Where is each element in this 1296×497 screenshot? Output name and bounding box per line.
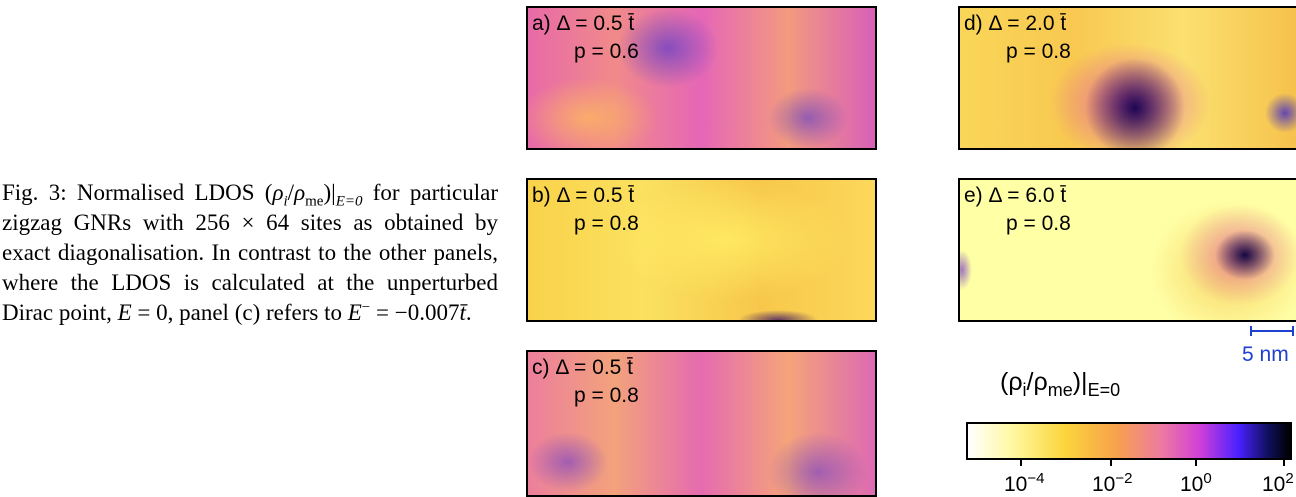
text: E=0 <box>335 193 363 210</box>
colorbar-tick-label: 100 <box>1180 470 1212 497</box>
panel-p: p = 0.8 <box>1006 212 1071 235</box>
text: e) <box>964 184 983 207</box>
text: . <box>465 300 472 325</box>
text: )| <box>1072 368 1088 396</box>
text: 10 <box>1004 473 1028 496</box>
text: t̄ <box>459 300 466 325</box>
panel-label: e) Δ = 6.0 t̄ <box>964 184 1066 208</box>
colorbar-tick <box>1020 458 1022 466</box>
colorbar-title: (ρi/ρme)|E=0 <box>1000 368 1120 401</box>
text: 10 <box>1092 473 1116 496</box>
colorbar-tick <box>1283 458 1285 466</box>
text: = −0.007 <box>370 300 460 325</box>
panel-p: p = 0.6 <box>574 40 639 63</box>
caption: Fig. 3: Normalised LDOS (ρi/ρme)|E=0 for… <box>2 178 498 328</box>
text: for particular zigzag GNRs with 256 × 64… <box>2 180 498 325</box>
ldos-panel: a) Δ = 0.5 t̄ p = 0.6 <box>526 6 877 150</box>
text: / <box>287 180 295 205</box>
colorbar-tick-label: 102 <box>1262 470 1294 497</box>
ldos-panel: e) Δ = 6.0 t̄ p = 0.8 <box>958 178 1296 322</box>
text: ρ <box>294 180 306 205</box>
text: i <box>1022 380 1027 400</box>
text: Δ = 6.0 t̄ <box>988 184 1067 207</box>
colorbar <box>966 422 1292 460</box>
colorbar-tick-label: 10−4 <box>1004 470 1044 497</box>
text: d) <box>964 12 983 35</box>
text: 10 <box>1180 473 1204 496</box>
text: E <box>347 300 362 325</box>
text: (ρ <box>1000 368 1023 396</box>
text: Δ = 2.0 t̄ <box>988 12 1067 35</box>
text: −2 <box>1115 470 1133 487</box>
text: E <box>117 300 132 325</box>
text: c) <box>532 356 550 379</box>
scale-bar <box>1250 326 1294 336</box>
text: /ρ <box>1026 368 1048 396</box>
text: = 0, panel (c) refers to <box>131 300 348 325</box>
text: Fig. 3: Normalised LDOS ( <box>2 180 273 205</box>
text: i <box>283 193 288 210</box>
panel-label: c) Δ = 0.5 t̄ <box>532 356 633 380</box>
text: − <box>361 299 371 316</box>
colorbar-tick <box>1110 458 1112 466</box>
text: me <box>1047 380 1073 400</box>
colorbar-tick-label: 10−2 <box>1092 470 1132 497</box>
panel-p: p = 0.8 <box>574 384 639 407</box>
text: E=0 <box>1087 380 1121 400</box>
panel-p: p = 0.8 <box>1006 40 1071 63</box>
text: Δ = 0.5 t̄ <box>556 12 635 35</box>
text: 0 <box>1203 470 1212 487</box>
text: 10 <box>1262 473 1286 496</box>
ldos-panel: c) Δ = 0.5 t̄ p = 0.8 <box>526 350 877 497</box>
panel-p: p = 0.8 <box>574 212 639 235</box>
text: −4 <box>1027 470 1045 487</box>
text: Δ = 0.5 t̄ <box>555 356 634 379</box>
text: me <box>305 193 324 210</box>
panel-label: b) Δ = 0.5 t̄ <box>532 184 634 208</box>
colorbar-tick <box>1195 458 1197 466</box>
panel-label: a) Δ = 0.5 t̄ <box>532 12 634 36</box>
ldos-panel: d) Δ = 2.0 t̄ p = 0.8 <box>958 6 1296 150</box>
text: ρ <box>272 180 284 205</box>
ldos-panel: b) Δ = 0.5 t̄ p = 0.8 <box>526 178 877 322</box>
text: Δ = 0.5 t̄ <box>556 184 635 207</box>
text: b) <box>532 184 551 207</box>
text: )| <box>323 180 336 205</box>
text: a) <box>532 12 551 35</box>
panel-label: d) Δ = 2.0 t̄ <box>964 12 1066 36</box>
scale-label: 5 nm <box>1242 343 1289 366</box>
text: 2 <box>1285 470 1294 487</box>
